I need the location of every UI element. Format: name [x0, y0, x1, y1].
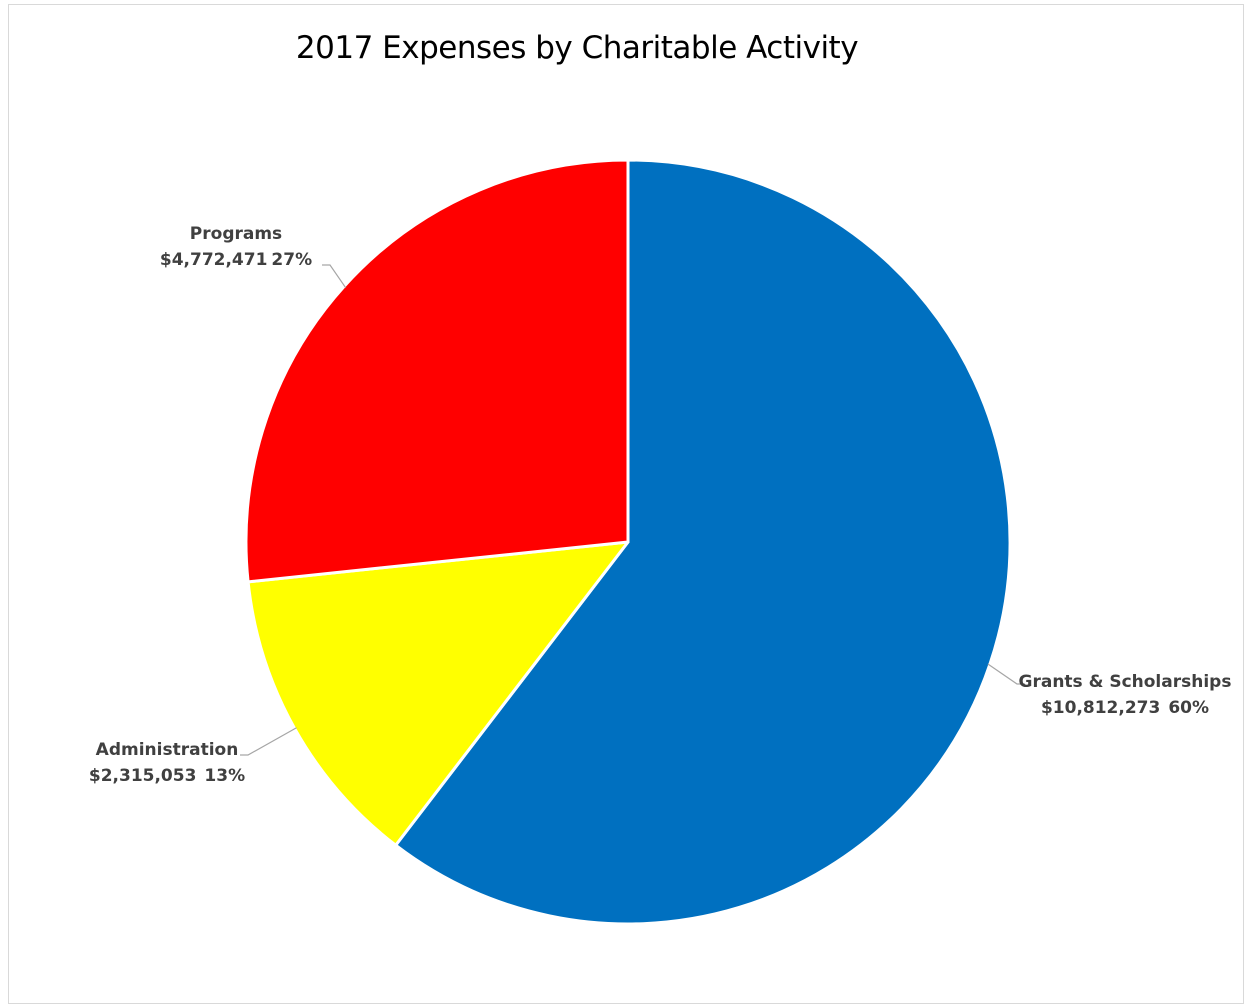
leader-lines [240, 264, 1025, 756]
leader-line-programs [322, 264, 347, 289]
slice-label-value-grants: $10,812,273 60% [1041, 698, 1209, 718]
slice-value-grants: $10,812,273 [1041, 698, 1160, 718]
slice-label-value-programs: $4,772,471 27% [160, 250, 312, 270]
leader-line-administration [240, 727, 297, 756]
slice-label-value-administration: $2,315,053 13% [89, 766, 245, 786]
leader-line-grants [987, 663, 1025, 685]
slice-value-administration: $2,315,053 [89, 766, 197, 786]
slice-percent-grants: 60% [1168, 698, 1209, 718]
slice-label-name-programs: Programs [190, 224, 282, 244]
chart-title: 2017 Expenses by Charitable Activity [295, 30, 859, 66]
slice-value-programs: $4,772,471 [160, 250, 268, 270]
slice-label-name-administration: Administration [96, 740, 239, 760]
slice-percent-programs: 27% [271, 250, 312, 270]
pie-slices [244, 158, 1012, 926]
slice-percent-administration: 13% [204, 766, 245, 786]
pie-slice-programs [244, 158, 630, 584]
slice-label-name-grants: Grants & Scholarships [1019, 672, 1232, 692]
